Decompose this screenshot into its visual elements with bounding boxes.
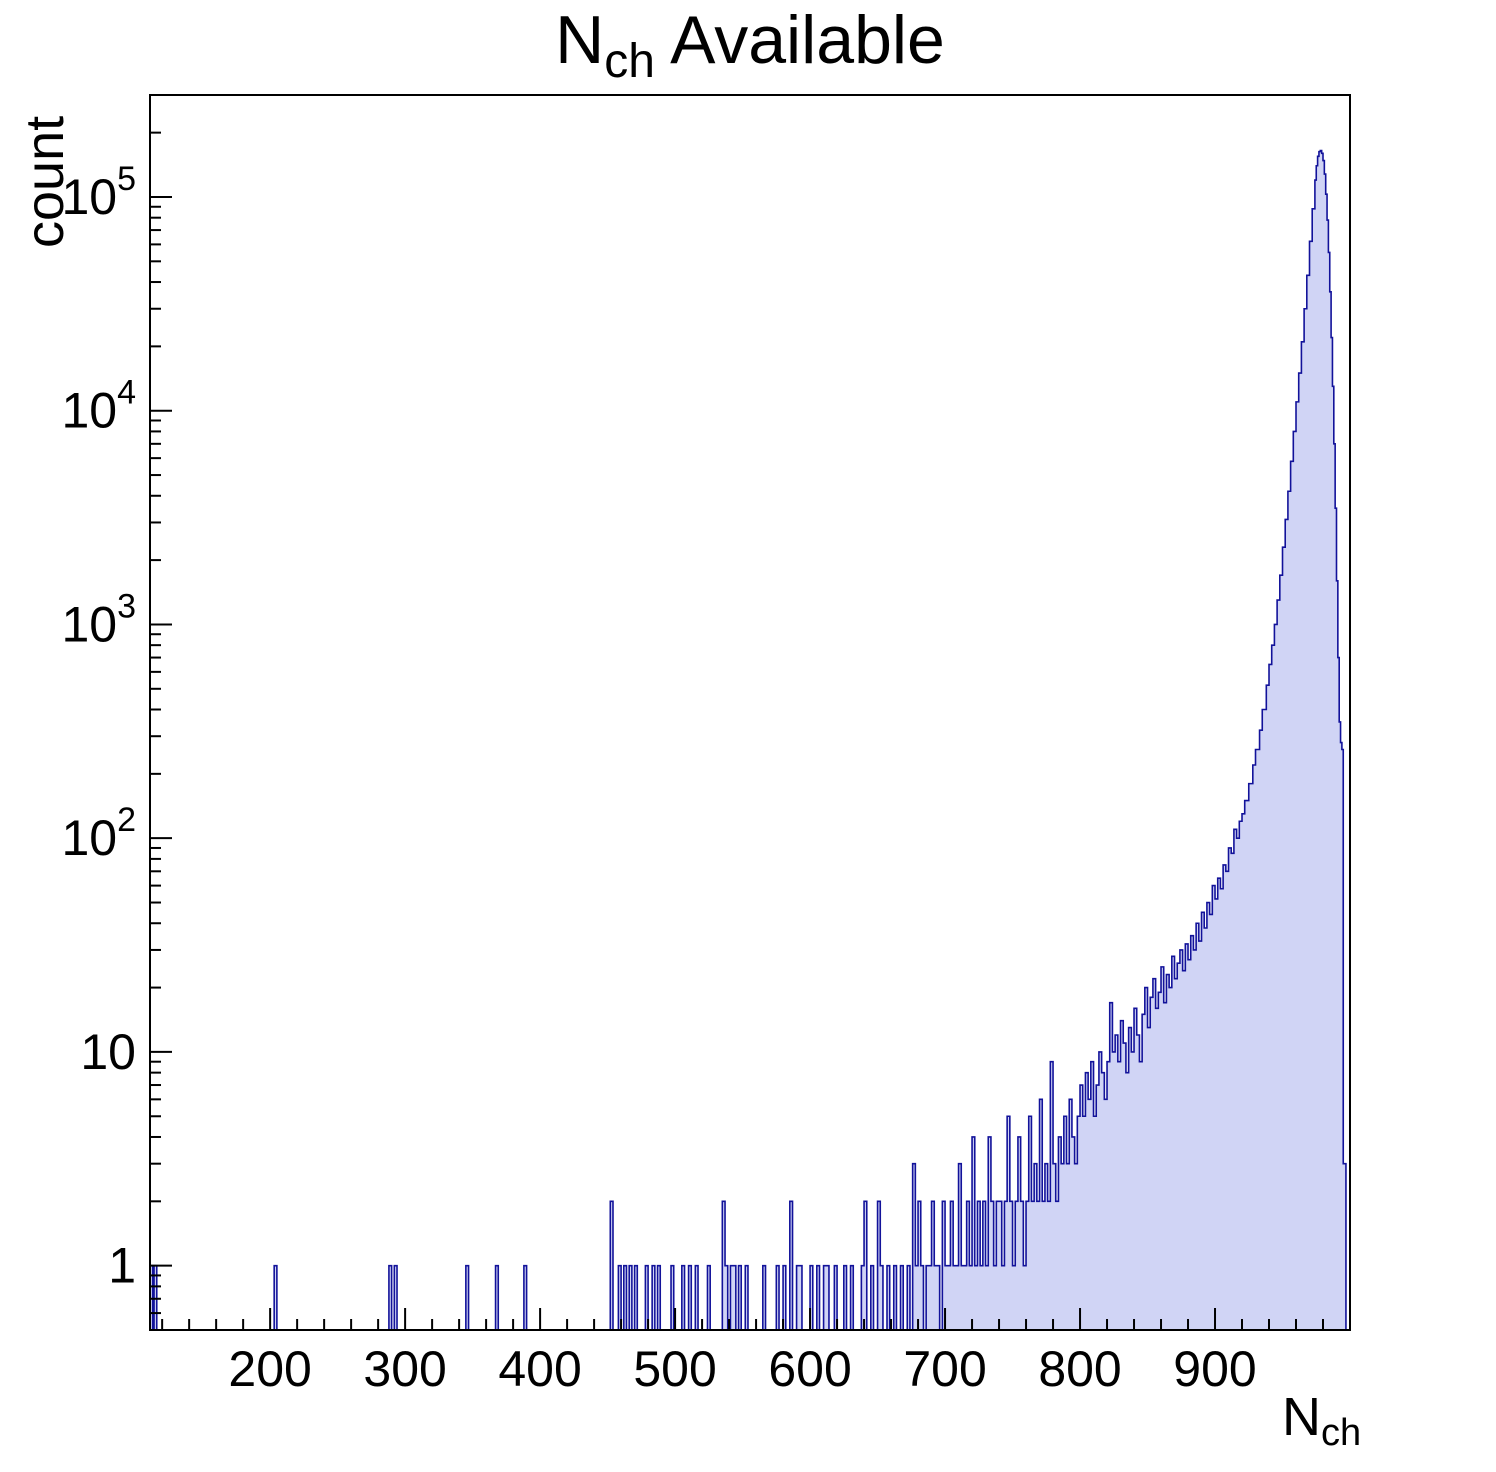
chart-title-subscript: ch — [604, 35, 655, 88]
svg-text:105: 105 — [61, 160, 136, 225]
x-axis-label-subscript: ch — [1321, 1412, 1362, 1454]
x-axis-label: Nch — [1282, 1386, 1361, 1454]
svg-text:800: 800 — [1038, 1341, 1121, 1397]
svg-text:900: 900 — [1173, 1341, 1256, 1397]
svg-text:102: 102 — [61, 801, 136, 866]
svg-text:300: 300 — [363, 1341, 446, 1397]
svg-text:104: 104 — [61, 374, 136, 439]
svg-text:1: 1 — [108, 1238, 136, 1294]
svg-text:700: 700 — [903, 1341, 986, 1397]
y-axis-label: count — [15, 115, 75, 248]
chart-title: Nch Available — [150, 2, 1350, 88]
x-axis-label-main: N — [1282, 1387, 1321, 1447]
svg-text:500: 500 — [633, 1341, 716, 1397]
svg-text:200: 200 — [228, 1341, 311, 1397]
svg-text:400: 400 — [498, 1341, 581, 1397]
chart-title-main: N — [555, 2, 605, 78]
svg-text:103: 103 — [61, 587, 136, 652]
chart-title-rest: Available — [654, 2, 945, 78]
svg-text:600: 600 — [768, 1341, 851, 1397]
svg-text:10: 10 — [80, 1024, 136, 1080]
